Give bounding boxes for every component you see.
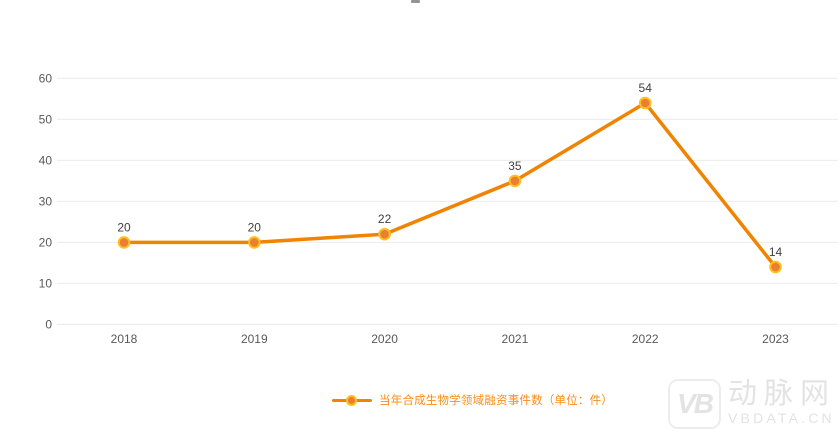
data-point-label: 20 (117, 220, 131, 234)
y-tick-label: 30 (39, 194, 53, 208)
data-point-label: 54 (639, 81, 653, 95)
x-tick-label: 2023 (762, 332, 789, 346)
data-point-marker[interactable] (640, 98, 650, 108)
vb-logo-text: VB (677, 388, 714, 419)
legend-line-marker-icon (332, 394, 372, 407)
data-point-marker[interactable] (771, 262, 780, 272)
y-tick-label: 60 (39, 71, 53, 85)
data-point-marker[interactable] (119, 238, 129, 247)
data-point-label: 14 (769, 245, 783, 259)
y-tick-label: 50 (39, 112, 53, 126)
data-point-marker[interactable] (510, 176, 520, 186)
series-line (122, 101, 778, 269)
data-point-label: 20 (248, 220, 262, 234)
y-tick-label: 10 (39, 276, 53, 290)
x-tick-label: 2020 (371, 332, 398, 346)
chart-legend[interactable]: 当年合成生物学领域融资事件数（单位：件） (332, 392, 613, 408)
x-tick-label: 2018 (111, 332, 138, 346)
x-tick-label: 2019 (241, 332, 268, 346)
watermark-brand: 动脉网 (728, 378, 837, 410)
data-point-marker[interactable] (380, 229, 389, 239)
x-tick-label: 2021 (502, 332, 529, 346)
data-point-label: 22 (378, 212, 392, 226)
data-point-marker[interactable] (250, 238, 259, 247)
y-tick-label: 20 (39, 235, 53, 249)
vb-logo-icon: VB (668, 379, 721, 429)
data-point-label: 35 (508, 159, 522, 173)
watermark-text: 动脉网 VBDATA.CN (728, 378, 837, 427)
cropped-title-fragment (411, 0, 420, 3)
y-tick-label: 40 (39, 153, 53, 167)
y-tick-label: 0 (45, 317, 52, 331)
legend-dot-icon (346, 394, 357, 406)
vbdata-watermark: VB 动脉网 VBDATA.CN (668, 379, 836, 429)
x-tick-label: 2022 (632, 332, 659, 346)
watermark-site: VBDATA.CN (728, 410, 835, 426)
legend-label: 当年合成生物学领域融资事件数（单位：件） (379, 395, 613, 407)
